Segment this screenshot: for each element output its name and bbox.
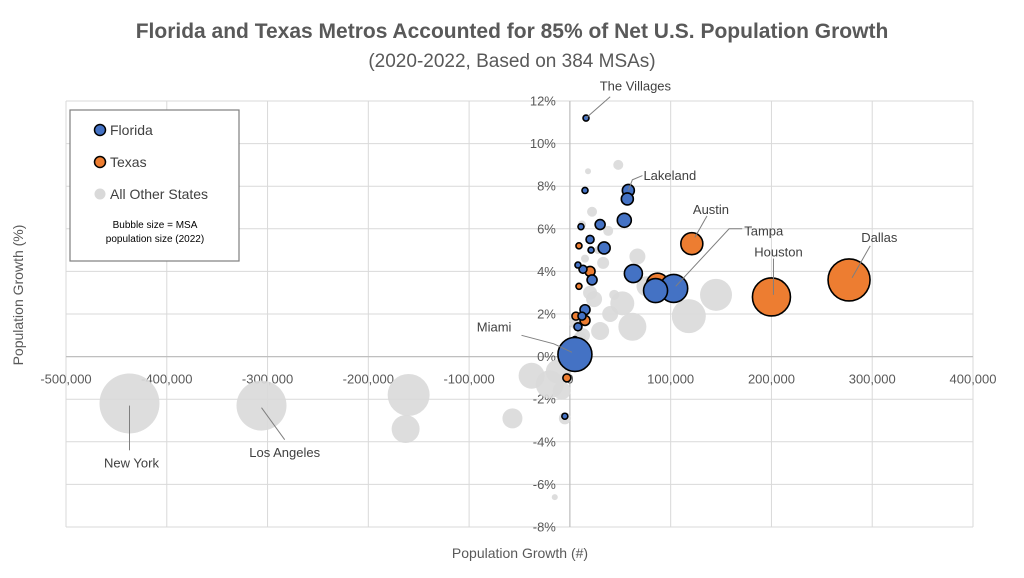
- y-tick-label: 8%: [537, 179, 556, 194]
- bubble-all-other-states: [583, 285, 598, 300]
- bubble-all-other-states: [700, 278, 733, 311]
- bubble-all-other-states: [609, 289, 620, 300]
- bubble-florida: [623, 263, 644, 284]
- x-tick-label: -200,000: [343, 372, 394, 387]
- legend-marker-florida: [93, 123, 107, 137]
- bubble-all-other-states: [502, 408, 523, 429]
- annotation-leader-lakeland: [627, 175, 643, 191]
- chart-subtitle: (2020-2022, Based on 384 MSAs): [368, 51, 655, 72]
- annotation-tampa: Tampa: [744, 223, 784, 238]
- bubble-all-other-states: [551, 494, 558, 501]
- bubble-texas: [827, 258, 871, 302]
- annotation-houston: Houston: [754, 245, 802, 260]
- legend-label-florida: Florida: [110, 122, 153, 138]
- bubble-texas: [575, 282, 583, 291]
- bubble-florida: [616, 212, 633, 229]
- annotation-the-villages: The Villages: [600, 79, 672, 94]
- annotation-leader-the-villages: [585, 96, 611, 119]
- x-tick-label: -400,000: [141, 372, 192, 387]
- y-tick-label: -8%: [533, 520, 557, 535]
- bubble-all-other-states: [613, 159, 624, 170]
- y-tick-label: -6%: [533, 477, 557, 492]
- annotation-new-york: New York: [104, 456, 159, 471]
- bubble-all-other-states: [518, 362, 545, 389]
- y-tick-label: 12%: [530, 94, 556, 109]
- annotation-lakeland: Lakeland: [643, 168, 696, 183]
- annotation-los-angeles: Los Angeles: [249, 445, 320, 460]
- bubble-florida: [585, 234, 595, 245]
- bubble-texas: [562, 373, 572, 383]
- legend-marker-texas: [93, 155, 107, 169]
- bubble-florida: [573, 321, 583, 332]
- x-tick-label: 300,000: [849, 372, 896, 387]
- y-tick-label: 2%: [537, 307, 556, 322]
- x-tick-label: -100,000: [443, 372, 494, 387]
- tick-labels: -500,000 -400,000 -300,000 -200,000 -100,000…: [40, 94, 996, 535]
- annotation-leader-austin: [694, 215, 708, 238]
- y-tick-label: 10%: [530, 136, 556, 151]
- bubble-florida: [587, 246, 595, 254]
- bubble-florida: [642, 277, 669, 304]
- bubble-texas: [680, 231, 704, 256]
- bubble-all-other-states: [387, 373, 430, 416]
- bubble-texas: [751, 277, 792, 317]
- bubble-all-other-states: [552, 381, 571, 400]
- x-tick-label: 200,000: [748, 372, 795, 387]
- bubble-all-other-states: [591, 322, 610, 341]
- axes: [66, 101, 973, 527]
- bubble-florida: [557, 336, 593, 373]
- bubble-all-other-states: [581, 254, 590, 263]
- legend-marker-other: [94, 188, 106, 200]
- y-tick-label: 0%: [537, 349, 556, 364]
- legend: Florida Texas All Other States Bubble si…: [69, 109, 240, 262]
- x-tick-label: -500,000: [40, 372, 91, 387]
- bubble-texas: [575, 242, 583, 250]
- y-axis-label: Population Growth (%): [10, 225, 26, 366]
- bubble-all-other-states: [602, 306, 619, 322]
- legend-label-texas: Texas: [110, 154, 147, 170]
- legend-note-line-1: Bubble size = MSA: [113, 220, 198, 231]
- bubble-all-other-states: [618, 312, 647, 341]
- bubble-all-other-states: [629, 248, 646, 265]
- annotation-leader-tampa: [675, 228, 743, 287]
- annotation-austin: Austin: [693, 202, 729, 217]
- bubbles: [99, 114, 871, 501]
- bubble-florida: [594, 218, 606, 231]
- bubble-florida: [577, 311, 587, 321]
- bubble-all-other-states: [391, 415, 420, 444]
- x-axis-label: Population Growth (#): [452, 545, 588, 561]
- bubble-all-other-states: [603, 225, 614, 236]
- bubble-all-other-states: [671, 299, 706, 334]
- bubble-florida: [586, 274, 598, 286]
- bubble-florida: [597, 241, 611, 255]
- legend-note-line-2: population size (2022): [106, 234, 204, 245]
- x-tick-label: 100,000: [647, 372, 694, 387]
- bubble-florida: [574, 261, 582, 269]
- bubble-all-other-states: [585, 168, 592, 175]
- bubble-florida: [581, 186, 589, 195]
- bubble-all-other-states: [236, 380, 287, 431]
- bubble-florida: [561, 412, 569, 421]
- bubble-all-other-states: [587, 206, 598, 217]
- y-tick-label: 4%: [537, 264, 556, 279]
- x-tick-label: 400,000: [950, 372, 997, 387]
- annotation-dallas: Dallas: [861, 230, 898, 245]
- chart-title: Florida and Texas Metros Accounted for 8…: [136, 20, 889, 43]
- y-tick-label: -4%: [533, 434, 557, 449]
- annotation-leader-dallas: [851, 245, 871, 279]
- annotations: The Villages Lakeland Austin Tampa Houston Da…: [104, 79, 898, 471]
- annotation-leader-los-angeles: [261, 407, 286, 440]
- bubble-all-other-states: [597, 256, 610, 269]
- legend-label-other: All Other States: [110, 186, 208, 202]
- y-tick-label: 6%: [537, 221, 556, 236]
- annotation-miami: Miami: [477, 319, 512, 334]
- bubble-florida: [577, 222, 585, 231]
- bubble-all-other-states: [99, 373, 160, 434]
- annotation-leader-miami: [521, 334, 573, 353]
- bubble-florida: [620, 192, 635, 206]
